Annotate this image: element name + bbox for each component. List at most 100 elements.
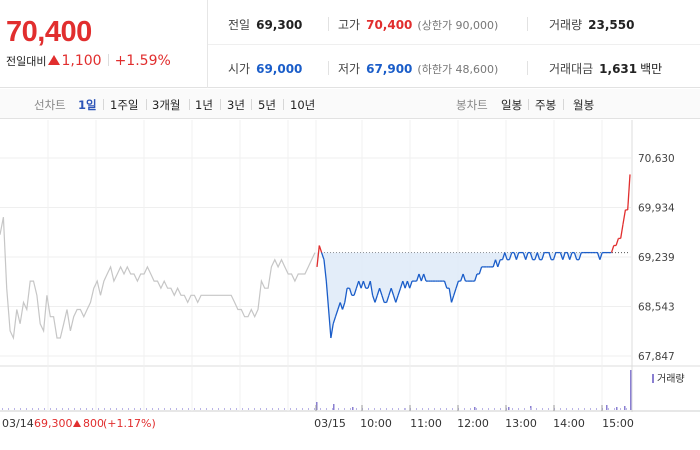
volume-bar — [14, 408, 15, 410]
price-line-segment — [610, 245, 615, 253]
volume-bar — [422, 408, 423, 410]
price-line-segment — [344, 288, 348, 303]
volume-bar — [338, 408, 339, 410]
stat-value: 67,900 — [366, 62, 413, 76]
prev-day-change-percent: (+1.17%) — [103, 417, 156, 430]
volume-bar — [302, 408, 303, 410]
volume-bar — [26, 408, 27, 410]
volume-bar — [32, 408, 33, 410]
volume-bar — [524, 408, 525, 410]
volume-bar — [356, 408, 357, 410]
price-line-segment — [371, 295, 376, 303]
period-3y[interactable]: 3년 — [227, 98, 245, 112]
price-line-segment — [450, 295, 455, 303]
volume-bar — [352, 407, 354, 410]
period-monthly[interactable]: 월봉 — [573, 98, 595, 112]
candle-chart-title: 봉차트 — [456, 98, 488, 112]
price-line-segment — [362, 280, 367, 289]
volume-bar — [152, 408, 153, 410]
change-row: 전일대비 1,100 +1.59% — [6, 53, 171, 69]
divider — [220, 99, 221, 110]
price-line-segment — [525, 252, 529, 260]
volume-bar — [308, 408, 309, 410]
volume-bar — [474, 407, 476, 410]
price-line-segment — [501, 252, 506, 260]
price-line-segment — [418, 273, 422, 282]
price-line-segment — [529, 252, 534, 260]
price-line-segment — [536, 252, 541, 260]
volume-bar — [548, 408, 549, 410]
volume-bar — [56, 408, 57, 410]
price-line-segment — [548, 252, 552, 260]
volume-bar — [74, 408, 75, 410]
volume-bar — [512, 408, 513, 410]
price-line-segment — [316, 245, 320, 267]
volume-bar — [404, 408, 405, 410]
period-weekly[interactable]: 주봉 — [535, 98, 557, 112]
period-3m[interactable]: 3개월 — [152, 98, 181, 112]
volume-bar — [434, 408, 435, 410]
up-arrow-icon — [48, 55, 61, 65]
period-1y[interactable]: 1년 — [195, 98, 213, 112]
stat-value: 69,000 — [256, 62, 303, 76]
volume-bar — [206, 408, 207, 410]
price-line-segment — [443, 280, 448, 289]
price-line-segment — [381, 295, 385, 303]
volume-bar — [290, 408, 291, 410]
volume-bar — [616, 407, 618, 410]
period-daily[interactable]: 일봉 — [501, 98, 523, 112]
price-line-segment — [569, 252, 573, 260]
stat-high: 고가 70,400 (상한가 90,000) — [338, 16, 498, 33]
volume-bar — [566, 408, 567, 410]
volume-bar — [200, 408, 201, 410]
volume-bar — [320, 408, 321, 410]
volume-bar — [626, 408, 627, 410]
price-line-segment — [627, 174, 631, 210]
volume-legend: 거래량 — [657, 373, 685, 385]
volume-bar — [266, 408, 267, 410]
stat-label: 거래대금 — [549, 62, 594, 76]
price-line-segment — [330, 323, 334, 339]
price-line-segment — [385, 295, 390, 303]
price-line-segment — [348, 287, 353, 296]
volume-bar — [416, 408, 417, 410]
price-line-segment — [339, 302, 344, 310]
price-line-segment — [474, 273, 478, 282]
volume-bar — [44, 408, 45, 410]
price-line-segment — [320, 252, 325, 260]
volume-bar — [176, 408, 177, 410]
period-1d[interactable]: 1일 — [78, 98, 97, 112]
chart-period-bar: 선차트 1일 1주일 3개월 1년 3년 5년 10년 봉차트 일봉 주봉 월봉 — [0, 89, 700, 119]
period-1w[interactable]: 1주일 — [110, 98, 139, 112]
volume-bar — [182, 408, 183, 410]
volume-bar — [62, 408, 63, 410]
volume-bar — [158, 408, 159, 410]
volume-bar — [350, 408, 351, 410]
price-line-segment — [552, 252, 557, 260]
price-line-segment — [453, 287, 457, 296]
line-chart-title: 선차트 — [34, 98, 66, 112]
previous-day-line — [0, 216, 316, 341]
y-tick-label: 70,630 — [638, 153, 675, 165]
change-label: 전일대비 — [6, 55, 47, 68]
upper-limit: (상한가 90,000) — [417, 19, 499, 32]
price-line-segment — [515, 252, 520, 260]
price-line-segment — [504, 252, 508, 260]
volume-bar — [98, 408, 99, 410]
price-line-segment — [388, 287, 392, 296]
period-10y[interactable]: 10년 — [290, 98, 316, 112]
volume-bar — [596, 408, 597, 410]
volume-bar — [8, 408, 9, 410]
volume-bar — [578, 408, 579, 410]
volume-legend-swatch — [652, 374, 654, 383]
volume-bar — [368, 408, 369, 410]
price-line-segment — [416, 273, 420, 282]
volume-bar — [248, 408, 249, 410]
volume-bar — [80, 408, 81, 410]
volume-bar — [624, 406, 626, 410]
volume-bar — [440, 408, 441, 410]
period-5y[interactable]: 5년 — [258, 98, 276, 112]
volume-bar — [188, 408, 189, 410]
